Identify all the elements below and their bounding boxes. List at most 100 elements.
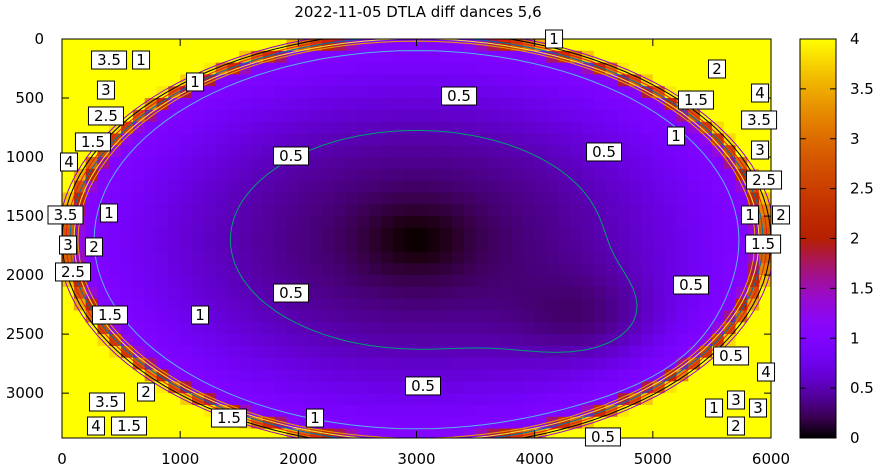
heatmap-cell [676,168,689,182]
contour-label: 3 [96,80,115,100]
heatmap-cell [144,263,158,276]
heatmap-cell [392,62,406,76]
heatmap-cell [546,145,559,158]
heatmap-cell [298,121,311,135]
heatmap-cell [392,121,406,135]
heatmap-cell [475,121,488,135]
heatmap-cell [381,416,394,430]
heatmap-cell [73,98,87,111]
heatmap-cell [641,227,654,241]
heatmap-cell [369,334,382,347]
contour-label: 2 [137,382,156,402]
heatmap-cell [168,98,181,111]
heatmap-cell [451,133,465,146]
heatmap-cell [321,357,335,371]
heatmap-cell [664,204,678,217]
heatmap-cell [251,157,264,170]
heatmap-cell [676,428,689,438]
heatmap-cell [180,157,193,170]
heatmap-cell [62,50,75,64]
heatmap-cell [251,109,264,123]
heatmap-cell [180,263,193,276]
heatmap-cell [700,416,713,430]
contour-label: 1.5 [91,305,128,325]
heatmap-cell [144,145,158,158]
heatmap-cell [534,322,548,335]
heatmap-cell [215,428,229,438]
heatmap-cell [747,39,760,52]
heatmap-cell [262,204,276,217]
heatmap-cell [629,345,642,359]
heatmap-cell [251,98,264,111]
heatmap-cell [274,334,288,347]
heatmap-cell [333,74,347,87]
heatmap-cell [345,121,359,135]
heatmap-cell [416,275,429,288]
heatmap-cell [381,275,394,288]
heatmap-cell [191,180,205,194]
contour-label-box [707,59,726,79]
heatmap-cell [191,98,205,111]
heatmap-cell [369,133,382,146]
heatmap-cell [109,192,122,205]
heatmap-cell [605,322,618,335]
heatmap-cell [73,428,87,438]
heatmap-cell [629,109,642,123]
heatmap-cell [546,251,559,264]
heatmap-cell [227,86,240,99]
heatmap-cell [511,393,524,406]
heatmap-cell [487,310,500,323]
heatmap-cell [570,334,583,347]
heatmap-cell [652,357,666,371]
heatmap-cell [73,345,87,359]
heatmap-cell [534,133,548,146]
heatmap-cell [62,393,75,406]
heatmap-cell [581,345,595,359]
heatmap-cell [132,39,146,52]
heatmap-cell [357,109,370,123]
heatmap-cell [381,239,394,253]
heatmap-cell [416,239,429,253]
heatmap-cell [641,180,654,194]
heatmap-cell [511,227,524,241]
heatmap-cell [404,227,418,241]
heatmap-cell [381,322,394,335]
heatmap-cell [759,286,771,300]
heatmap-cell [534,98,548,111]
heatmap-cell [499,310,512,323]
contour-label: 0.5 [586,142,623,162]
heatmap-cell [121,239,134,253]
colorbar-tick-label: 1 [850,329,860,347]
heatmap-cell [121,39,134,52]
heatmap-cell [581,216,595,229]
heatmap-cell [215,286,229,300]
heatmap-cell [511,428,524,438]
heatmap-cell [144,322,158,335]
heatmap-cell [534,86,548,99]
heatmap-cell [85,334,99,347]
heatmap-cell [333,98,347,111]
heatmap-cell [688,204,701,217]
heatmap-cell [546,192,559,205]
heatmap-cell [357,157,370,170]
heatmap-cell [73,334,87,347]
heatmap-cell [511,286,524,300]
heatmap-cell [664,74,678,87]
heatmap-cell [629,157,642,170]
heatmap-cell [369,263,382,276]
heatmap-cell [156,310,169,323]
heatmap-cell [357,345,370,359]
heatmap-cell [475,192,488,205]
heatmap-cell [144,216,158,229]
heatmap-cell [522,381,536,394]
heatmap-cell [144,227,158,241]
heatmap-cell [617,286,630,300]
heatmap-cell [558,404,571,418]
heatmap-cell [298,98,311,111]
heatmap-cell [546,310,559,323]
heatmap-cell [369,369,382,382]
heatmap-cell [310,204,323,217]
heatmap-cell [487,286,500,300]
heatmap-cell [487,145,500,158]
heatmap-cell [570,216,583,229]
